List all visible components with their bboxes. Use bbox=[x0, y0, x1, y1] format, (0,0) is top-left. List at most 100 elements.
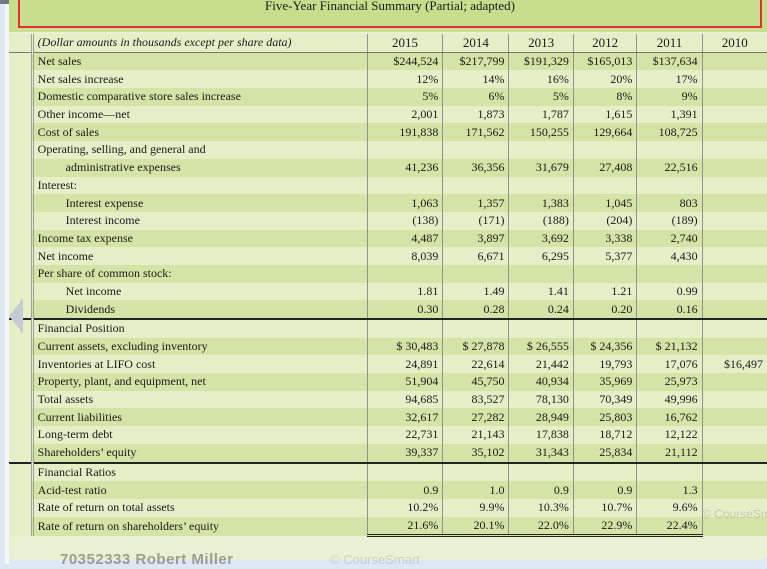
row-label: Net sales increase bbox=[37, 71, 124, 86]
cell-value: 5,377 bbox=[572, 247, 637, 265]
cell-value bbox=[701, 337, 767, 356]
header-label: (Dollar amounts in thousands except per … bbox=[32, 34, 368, 53]
table-row: Net sales increase 12% 14% 16% 20% 17% bbox=[9, 70, 767, 89]
cell-value bbox=[366, 319, 443, 338]
row-label: Inventories at LIFO cost bbox=[37, 356, 156, 371]
row-label: Rate of return on shareholders’ equity bbox=[37, 518, 220, 533]
cell-value: 36,356 bbox=[442, 158, 509, 177]
row-label: Per share of common stock: bbox=[37, 266, 172, 281]
row-label: Interest expense bbox=[65, 195, 144, 210]
cell-value: 0.24 bbox=[508, 300, 574, 320]
cell-value bbox=[701, 158, 767, 177]
cell-value: 32,617 bbox=[366, 408, 443, 427]
cell-value: 22,614 bbox=[442, 355, 509, 374]
row-label: Net income bbox=[65, 283, 122, 298]
cell-value: 1,873 bbox=[442, 105, 509, 124]
row-label: Financial Ratios bbox=[37, 464, 116, 479]
cell-value bbox=[636, 264, 703, 283]
table-row: Rate of return on total assets 10.2% 9.9% 1… bbox=[9, 498, 767, 517]
cell-value: 22.4% bbox=[636, 516, 703, 538]
cell-value: 21,143 bbox=[442, 426, 509, 444]
row-label: Net income bbox=[37, 248, 94, 263]
cell-value: 22,731 bbox=[366, 426, 443, 444]
cell-value bbox=[701, 498, 767, 517]
cell-value: (171) bbox=[442, 211, 509, 230]
cell-value bbox=[701, 300, 767, 320]
row-label: Interest: bbox=[37, 177, 77, 192]
cell-value: 83,527 bbox=[442, 390, 509, 409]
cell-value: 5% bbox=[508, 88, 574, 106]
cell-value: 24,891 bbox=[366, 355, 443, 374]
table-row: Total assets 94,685 83,527 78,130 70,349 49,9… bbox=[9, 390, 767, 409]
year-header: 2014 bbox=[442, 34, 509, 53]
cell-value: $217,799 bbox=[442, 52, 509, 71]
cell-value: $ 24,356 bbox=[572, 337, 637, 356]
table-row: Cost of sales 191,838 171,562 150,255 129,66… bbox=[9, 123, 767, 142]
cell-value: 803 bbox=[636, 194, 703, 212]
row-label: Income tax expense bbox=[37, 230, 133, 245]
cell-value bbox=[701, 319, 767, 338]
row-label: Shareholders’ equity bbox=[32, 443, 368, 464]
cell-value: 5% bbox=[366, 88, 443, 106]
cell-value: 150,255 bbox=[508, 123, 574, 142]
cell-value: 49,996 bbox=[636, 390, 703, 409]
cell-value bbox=[701, 194, 767, 212]
cell-value bbox=[366, 462, 443, 482]
year-header: 2010 bbox=[701, 34, 767, 53]
cell-value bbox=[572, 141, 637, 159]
cell-value bbox=[508, 176, 574, 195]
row-label: Current liabilities bbox=[37, 409, 122, 424]
row-label: Domestic comparative store sales increas… bbox=[37, 89, 241, 104]
cell-value: 4,487 bbox=[366, 229, 443, 248]
cell-value: 3,897 bbox=[442, 229, 509, 248]
table-row: Property, plant, and equipment, net 51,90… bbox=[9, 373, 767, 391]
cell-value: 25,834 bbox=[572, 443, 637, 464]
row-label: Rate of return on total assets bbox=[37, 500, 175, 515]
year-header: 2012 bbox=[572, 34, 637, 53]
cell-value: $ 27,878 bbox=[442, 337, 509, 356]
cell-value: 1,615 bbox=[572, 105, 637, 124]
cell-value bbox=[701, 516, 767, 536]
cell-value: 171,562 bbox=[442, 123, 509, 142]
cell-value: 108,725 bbox=[636, 123, 703, 142]
cell-value: 0.16 bbox=[636, 300, 703, 320]
cell-value: (188) bbox=[508, 211, 574, 230]
table-row: Current assets, excluding inventory $ 30,… bbox=[9, 337, 767, 356]
cell-value: 41,236 bbox=[366, 158, 443, 177]
cell-value bbox=[636, 319, 703, 338]
cell-value bbox=[701, 105, 767, 124]
cell-value: 1,063 bbox=[366, 194, 443, 212]
table-row: Current liabilities 32,617 27,282 28,949 25,… bbox=[9, 408, 767, 427]
cell-value: 51,904 bbox=[366, 373, 443, 391]
cell-value: $137,634 bbox=[636, 52, 703, 71]
cell-value bbox=[442, 462, 509, 482]
row-label: administrative expenses bbox=[65, 160, 181, 175]
table-row: Interest expense 1,063 1,357 1,383 1,045 803 bbox=[9, 194, 767, 212]
cell-value bbox=[366, 141, 443, 159]
cell-value bbox=[701, 462, 767, 482]
cell-value bbox=[701, 390, 767, 409]
cell-value bbox=[701, 141, 767, 159]
cell-value: $ 21,132 bbox=[636, 337, 703, 356]
financial-summary-table: (Dollar amounts in thousands except per … bbox=[9, 34, 767, 538]
cell-value: 9% bbox=[636, 88, 703, 106]
cell-value bbox=[508, 141, 574, 159]
table-row: Domestic comparative store sales increas… bbox=[9, 88, 767, 106]
panel-edge bbox=[5, 4, 9, 564]
cell-value bbox=[701, 88, 767, 106]
table-row: Net sales $244,524 $217,799 $191,329 $165,01… bbox=[9, 52, 767, 71]
cell-value: 4,430 bbox=[636, 247, 703, 265]
cell-value bbox=[442, 141, 509, 159]
row-label: Cost of sales bbox=[37, 124, 99, 139]
cell-value: 20.1% bbox=[442, 516, 509, 538]
cell-value: 10.7% bbox=[572, 498, 637, 517]
row-label: Long-term debt bbox=[37, 427, 113, 442]
publisher-watermark: © CourseSmart bbox=[330, 552, 420, 567]
previous-page-arrow-icon[interactable] bbox=[9, 298, 23, 334]
row-label: Operating, selling, and general and bbox=[37, 142, 206, 157]
cell-value bbox=[701, 52, 767, 71]
cell-value: 21,442 bbox=[508, 355, 574, 374]
year-header: 2013 bbox=[508, 34, 574, 53]
cell-value: 28,949 bbox=[508, 408, 574, 427]
cell-value: 8,039 bbox=[366, 247, 443, 265]
